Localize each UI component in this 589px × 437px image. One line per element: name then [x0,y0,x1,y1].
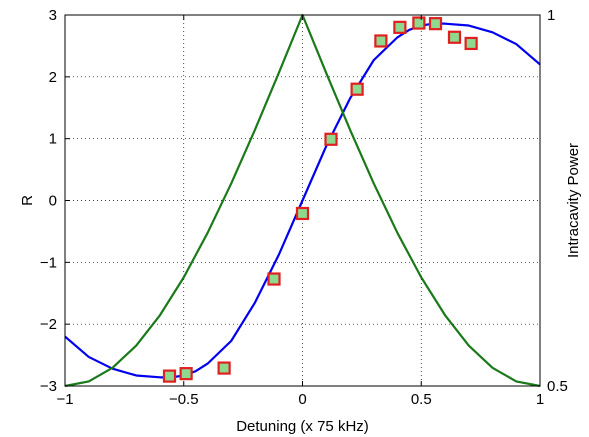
data-point [217,361,231,375]
data-point [464,36,478,51]
y-axis-label: R [19,195,36,206]
data-point [350,82,364,96]
y-right-tick-label: 0.5 [547,378,568,395]
x-tick-label: 0 [298,391,306,408]
data-point [324,132,338,146]
data-point [428,17,443,31]
x-tick-label: −1 [56,391,73,408]
y-tick-label: 3 [49,7,57,24]
x-tick-label: 0.5 [411,391,432,408]
y-right-tick-label: 1 [547,7,555,24]
data-point [267,272,281,286]
x-tick-label: 1 [536,391,544,408]
x-axis-label: Detuning (x 75 kHz) [236,418,369,435]
y-tick-label: 0 [49,193,57,210]
y-tick-label: 1 [49,131,57,148]
y-right-axis-label: Intracavity Power [565,143,582,258]
data-point [295,206,310,221]
r-line [64,22,541,379]
y-tick-label: −2 [40,316,57,333]
y-tick-label: −3 [40,378,57,395]
y-tick-label: −1 [40,254,57,271]
data-point [162,369,177,383]
data-point [374,34,388,48]
data-point [412,16,426,30]
data-markers [162,16,478,383]
y-tick-label: 2 [49,69,57,86]
data-point [393,20,407,34]
data-point [447,30,462,44]
data-point [179,367,193,381]
x-tick-label: −0.5 [169,391,199,408]
series-lines [64,13,541,388]
